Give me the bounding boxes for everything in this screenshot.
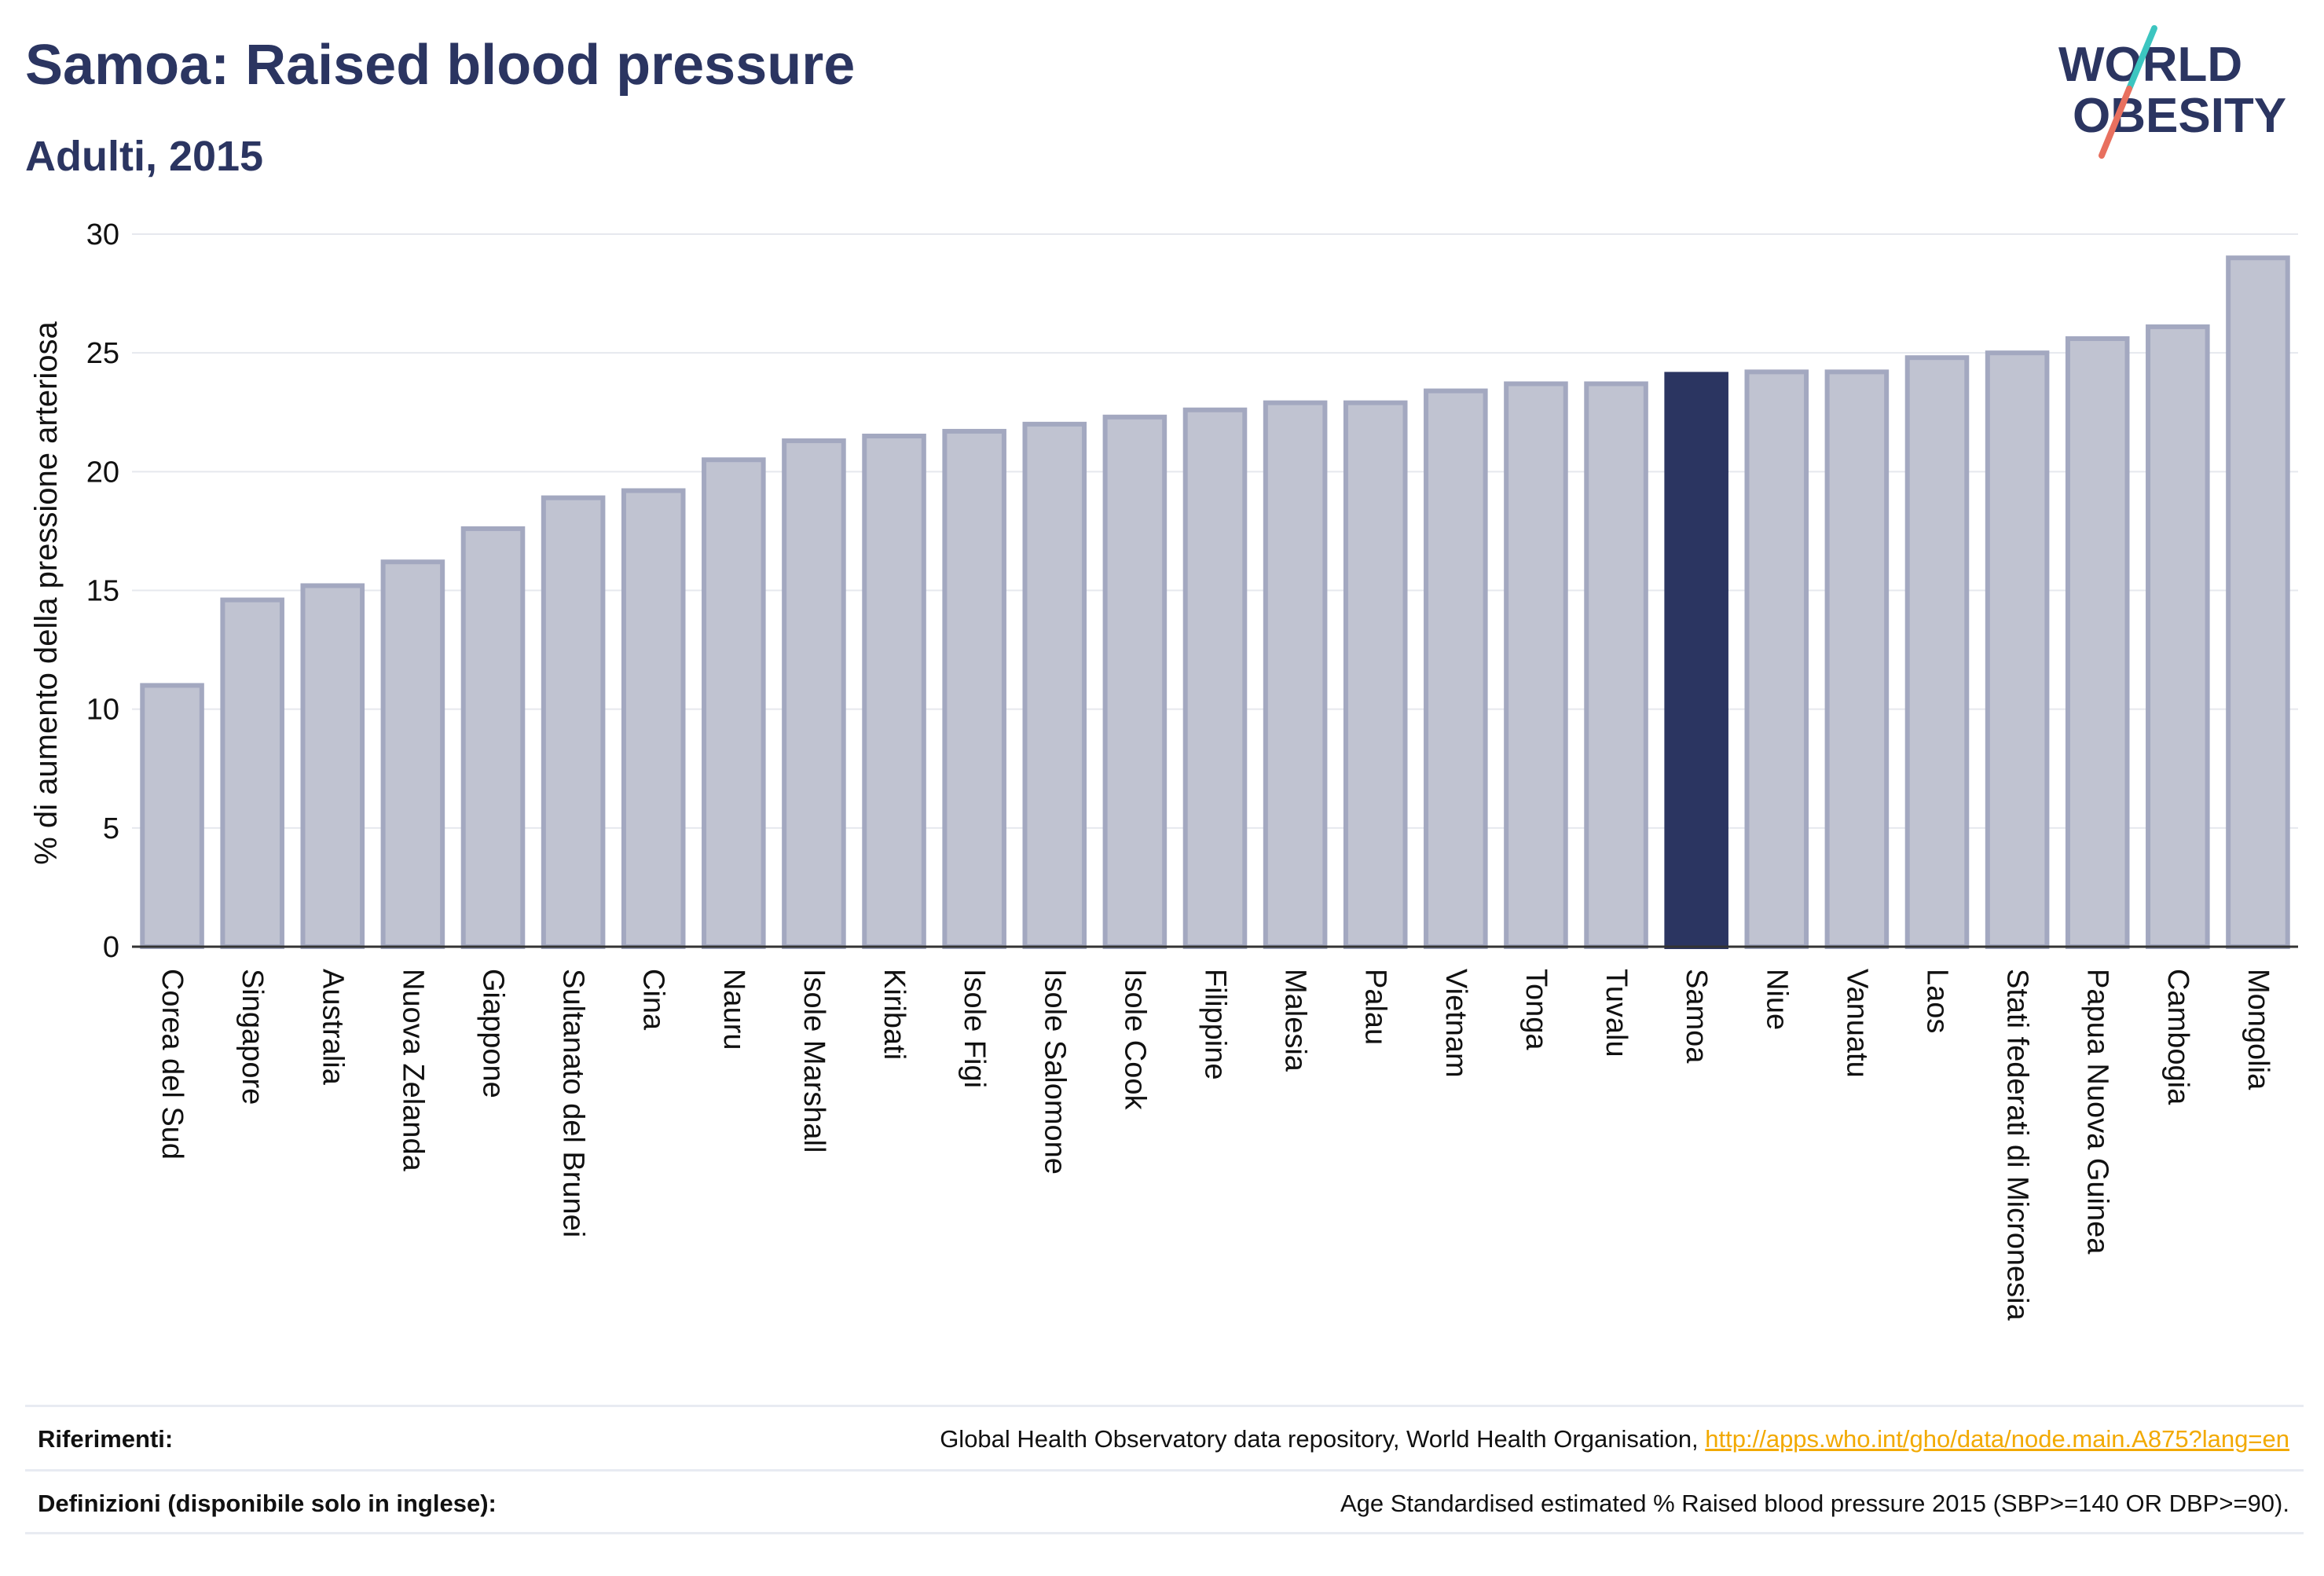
x-tick-label-nuova-zelanda: Nuova Zelanda	[396, 969, 429, 1172]
x-tick-label-nauru: Nauru	[717, 969, 750, 1050]
y-tick-label-30: 30	[86, 218, 119, 251]
y-tick-label-20: 20	[86, 456, 119, 489]
y-axis-label: % di aumento della pressione arteriosa	[29, 321, 64, 865]
bar-palau	[1343, 400, 1408, 949]
x-tick-label-mongolia: Mongolia	[2242, 969, 2275, 1090]
x-tick-label-singapore: Singapore	[236, 969, 269, 1105]
bar-nauru	[702, 457, 766, 949]
bar-isole-cook	[1102, 414, 1167, 949]
page-title: Samoa: Raised blood pressure	[25, 34, 856, 97]
footer-divider-bottom	[25, 1532, 2304, 1534]
x-tick-label-isole-cook: Isole Cook	[1118, 969, 1151, 1111]
logo-word-world: WORLD	[2058, 38, 2242, 92]
bar-sultanato-del-brunei	[541, 495, 606, 949]
references-label: Riferimenti:	[38, 1425, 174, 1453]
references-value: Global Health Observatory data repositor…	[940, 1425, 2289, 1453]
bar-cina	[621, 488, 686, 949]
x-tick-label-filippine: Filippine	[1199, 969, 1232, 1080]
bar-vietnam	[1424, 388, 1488, 950]
x-tick-label-samoa: Samoa	[1680, 969, 1713, 1064]
y-tick-label-10: 10	[86, 694, 119, 727]
x-tick-label-laos: Laos	[1921, 969, 1954, 1033]
bar-isole-figi	[942, 428, 1006, 949]
x-tick-label-cina: Cina	[637, 969, 670, 1031]
x-tick-label-isole-figi: Isole Figi	[958, 969, 991, 1088]
definitions-value: Age Standardised estimated % Raised bloo…	[1340, 1490, 2289, 1517]
bar-laos	[1904, 355, 1970, 950]
x-tick-label-giappone: Giappone	[477, 969, 510, 1098]
x-tick-label-malesia: Malesia	[1279, 969, 1312, 1072]
page-subtitle: Adulti, 2015	[25, 133, 264, 180]
bar-singapore	[220, 597, 284, 949]
bar-australia	[300, 583, 365, 949]
y-tick-label-5: 5	[103, 812, 119, 845]
bars	[140, 255, 2290, 950]
x-tick-label-isole-salomone: Isole Salomone	[1038, 969, 1071, 1175]
x-tick-label-papua-nuova-guinea: Papua Nuova Guinea	[2081, 969, 2114, 1255]
x-tick-label-tonga: Tonga	[1519, 969, 1552, 1050]
world-obesity-logo: WORLD OBESITY	[2058, 25, 2286, 159]
x-tick-label-palau: Palau	[1359, 969, 1392, 1045]
bar-isole-salomone	[1022, 421, 1087, 949]
bar-malesia	[1263, 400, 1328, 949]
x-tick-label-vietnam: Vietnam	[1439, 969, 1472, 1078]
bar-corea-del-sud	[140, 683, 204, 950]
bar-isole-marshall	[782, 438, 846, 949]
x-tick-label-kiribati: Kiribati	[878, 969, 911, 1060]
y-tick-label-25: 25	[86, 337, 119, 370]
y-tick-label-15: 15	[86, 575, 119, 608]
bar-stati-federati-di-micronesia	[1985, 350, 2050, 949]
x-tick-label-sultanato-del-brunei: Sultanato del Brunei	[557, 969, 590, 1237]
bar-chart: 0 5 10 15 20 25 30 Corea del Sud Singapore Austr…	[29, 218, 2298, 1321]
bar-mongolia	[2226, 255, 2290, 949]
x-tick-label-vanuatu: Vanuatu	[1840, 969, 1873, 1078]
bar-papua-nuova-guinea	[2065, 336, 2130, 949]
references-link[interactable]: http://apps.who.int/gho/data/node.main.A…	[1705, 1425, 2289, 1453]
x-tick-label-niue: Niue	[1760, 969, 1793, 1030]
footer-divider-top	[25, 1405, 2304, 1407]
definitions-label: Definizioni (disponibile solo in inglese…	[38, 1490, 497, 1517]
references-text: Global Health Observatory data repositor…	[940, 1425, 1706, 1453]
footer-divider-middle	[25, 1469, 2304, 1472]
x-tick-label-cambogia: Cambogia	[2161, 969, 2194, 1105]
x-tick-label-isole-marshall: Isole Marshall	[797, 969, 830, 1153]
bar-tonga	[1504, 381, 1568, 950]
x-tick-label-stati-federati-di-micronesia: Stati federati di Micronesia	[2001, 969, 2034, 1321]
bar-kiribati	[862, 433, 926, 949]
bar-filippine	[1182, 407, 1248, 949]
logo-slash-coral	[2099, 86, 2132, 159]
bar-vanuatu	[1824, 369, 1890, 949]
x-tick-label-tuvalu: Tuvalu	[1600, 969, 1633, 1057]
y-tick-labels: 0 5 10 15 20 25 30	[86, 218, 119, 964]
y-tick-label-0: 0	[103, 931, 119, 964]
bar-cambogia	[2146, 324, 2210, 950]
logo-slash-teal	[2126, 25, 2157, 92]
bar-niue	[1744, 369, 1809, 949]
x-tick-label-australia: Australia	[316, 969, 349, 1086]
bar-nuova-zelanda	[380, 559, 445, 949]
x-tick-labels: Corea del Sud Singapore Australia Nuova Zel…	[156, 969, 2275, 1321]
bar-samoa	[1664, 372, 1728, 950]
bar-tuvalu	[1584, 381, 1648, 950]
bar-giappone	[460, 526, 526, 949]
x-tick-label-corea-del-sud: Corea del Sud	[156, 969, 189, 1160]
